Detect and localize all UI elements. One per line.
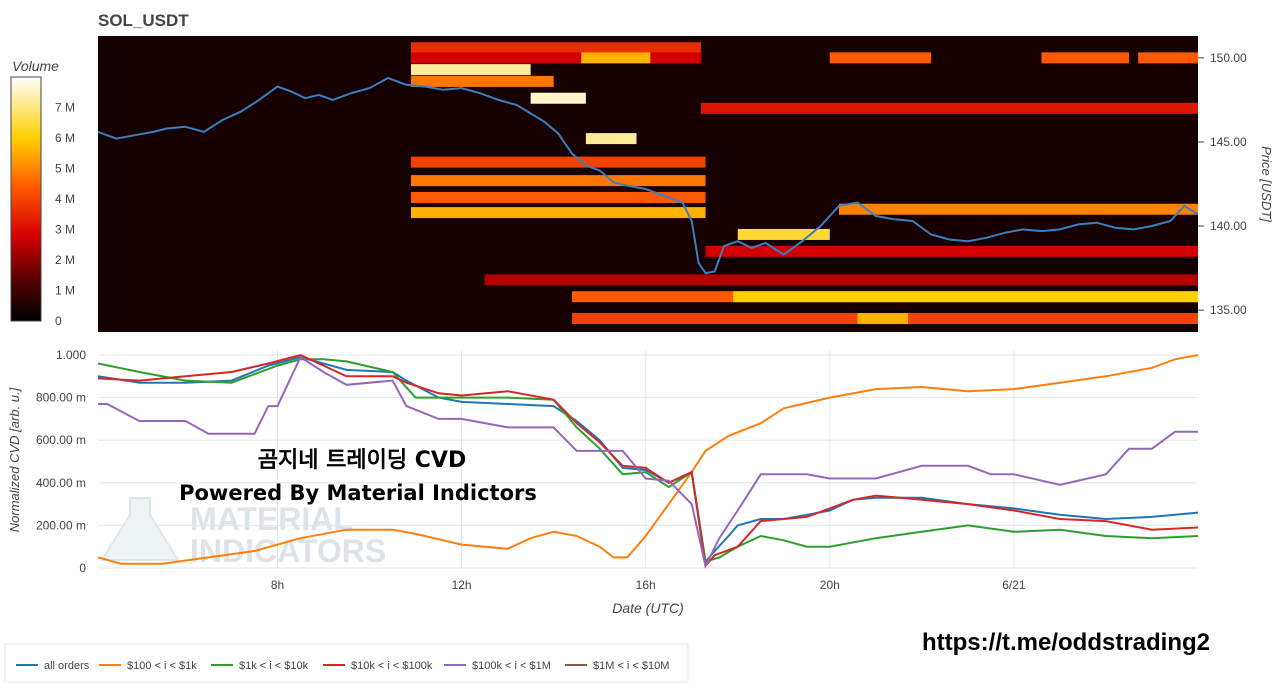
cvd-tick-label: 800.00 m (36, 391, 86, 405)
x-tick-label: 6/21 (1002, 578, 1026, 592)
cvd-tick-label: 1.000 (56, 348, 86, 362)
heatmap-title: SOL_USDT (98, 11, 189, 30)
colorbar-title: Volume (12, 58, 59, 74)
cvd-tick-label: 200.00 m (36, 518, 86, 532)
legend-label: $100k < i < $1M (472, 660, 551, 672)
heatmap-band (410, 191, 706, 203)
x-axis-title: Date (UTC) (612, 600, 684, 616)
heatmap-band (410, 75, 554, 87)
colorbar-tick-label: 1 M (55, 284, 75, 298)
heatmap-band (581, 52, 651, 64)
colorbar-tick-label: 7 M (55, 101, 75, 115)
cvd-tick-label: 600.00 m (36, 433, 86, 447)
x-tick-label: 20h (820, 578, 840, 592)
heatmap-band (1138, 52, 1198, 64)
legend: all orders $100 < i < $1k $1k < i < $10k $1… (16, 660, 669, 672)
x-tick-label: 8h (271, 578, 284, 592)
heatmap-band (410, 52, 701, 64)
cvd-series-lines (98, 353, 1198, 569)
overlay-subtitle: Powered By Material Indictors (179, 481, 537, 505)
cvd-axis-ticks: 0 200.00 m 400.00 m 600.00 m 800.00 m 1.000 (36, 348, 86, 575)
cvd-series-line (98, 355, 1198, 569)
x-tick-label: 16h (636, 578, 656, 592)
cvd-gridlines (98, 350, 1198, 569)
legend-label: $1k < i < $10k (239, 660, 309, 672)
heatmap-band (410, 175, 706, 187)
price-tick-label: 150.00 (1210, 51, 1247, 65)
watermark-line-2: INDICATORS (190, 533, 386, 569)
heatmap-band (410, 156, 706, 168)
heatmap-band (530, 92, 586, 104)
colorbar-tick-label: 6 M (55, 131, 75, 145)
heatmap-band (705, 245, 1198, 257)
colorbar-ticks: 0 1 M 2 M 3 M 4 M 5 M 6 M 7 M (55, 101, 75, 329)
heatmap-band (733, 291, 1198, 303)
cvd-series-line (98, 353, 1198, 569)
legend-box (4, 643, 689, 683)
heatmap-band (410, 207, 706, 219)
cvd-tick-label: 0 (79, 561, 86, 575)
colorbar-tick-label: 2 M (55, 253, 75, 267)
colorbar-tick-label: 0 (55, 314, 62, 328)
legend-label: $1M < i < $10M (593, 660, 669, 672)
price-tick-label: 135.00 (1210, 303, 1247, 317)
cvd-tick-label: 400.00 m (36, 476, 86, 490)
price-axis-title: Price [USDT] (1259, 146, 1274, 222)
price-line (98, 76, 1198, 275)
colorbar-tick-label: 3 M (55, 223, 75, 237)
cvd-axis-title: Normalized CVD [arb. u.] (7, 387, 22, 532)
heatmap-band (410, 64, 531, 76)
colorbar-tick-label: 4 M (55, 192, 75, 206)
x-tick-label: 12h (452, 578, 472, 592)
price-series-line (98, 76, 1198, 275)
flask-icon (100, 497, 180, 561)
heatmap-band (839, 203, 1198, 215)
price-tick-label: 145.00 (1210, 135, 1247, 149)
heatmap-band (737, 228, 830, 240)
cvd-series-line (98, 354, 1198, 565)
legend-label: all orders (44, 660, 90, 672)
x-axis-ticks: 8h 12h 16h 20h 6/21 (271, 578, 1026, 592)
colorbar (10, 76, 42, 322)
heatmap-band (410, 42, 701, 54)
heatmap-band (829, 52, 932, 64)
heatmap-band (585, 133, 637, 145)
heatmap-band (1041, 52, 1129, 64)
heatmap-bands (410, 42, 1198, 325)
heatmap-band (857, 313, 909, 325)
telegram-link[interactable]: https://t.me/oddstrading2 (922, 629, 1210, 656)
overlay-title: 곰지네 트레이딩 CVD (258, 448, 466, 473)
heatmap-band (484, 274, 1198, 286)
legend-label: $10k < i < $100k (351, 660, 433, 672)
heatmap-band (700, 102, 1198, 114)
legend-label: $100 < i < $1k (127, 660, 197, 672)
material-indicators-watermark: MATERIAL INDICATORS (100, 497, 386, 569)
price-axis-ticks: 135.00 140.00 145.00 150.00 (1198, 51, 1247, 317)
colorbar-tick-label: 5 M (55, 162, 75, 176)
price-tick-label: 140.00 (1210, 219, 1247, 233)
watermark-line-1: MATERIAL (190, 501, 353, 537)
